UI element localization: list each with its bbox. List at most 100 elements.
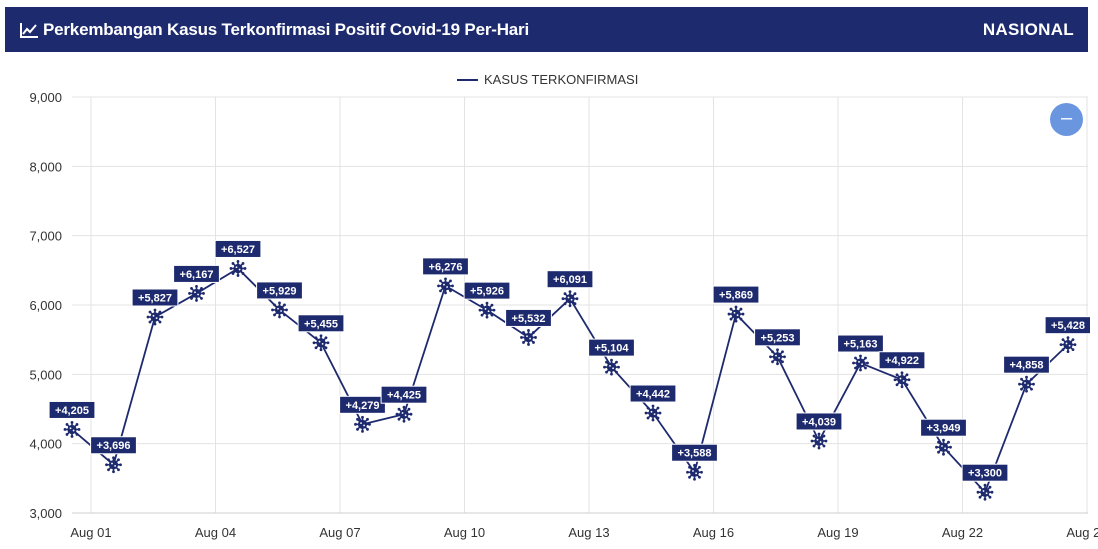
data-label: +4,279 (339, 395, 386, 414)
data-labels: +4,205 +3,696 +5,827 +6,167 +6,527 +5,929 +5,4… (48, 239, 1090, 482)
data-label-box (878, 351, 926, 370)
region-label: NASIONAL (982, 19, 1074, 39)
virus-icon (975, 483, 995, 502)
minus-icon: – (1060, 107, 1073, 129)
virus-icon (62, 420, 82, 439)
data-label-text: +5,253 (761, 332, 795, 344)
line-chart-icon (20, 22, 38, 38)
virus-icon (768, 347, 787, 366)
x-tick-label: Aug 04 (195, 525, 236, 540)
data-label: +5,253 (754, 328, 801, 347)
data-label-text: +4,858 (1010, 360, 1044, 372)
data-label: +4,922 (878, 351, 926, 370)
data-label-text: +4,922 (885, 355, 919, 367)
x-tick-label: Aug 22 (942, 525, 983, 540)
data-label-box (754, 328, 801, 347)
virus-icon (643, 403, 663, 423)
data-label-box (339, 395, 386, 414)
data-label-box (920, 418, 967, 437)
data-label: +3,696 (90, 436, 137, 455)
data-label-box (961, 463, 1009, 482)
virus-icon (809, 431, 829, 451)
data-label: +3,588 (671, 443, 718, 462)
virus-icon (311, 333, 331, 352)
data-label-box (90, 436, 137, 455)
x-tick-label: Aug 25 (1066, 525, 1098, 540)
data-label: +4,858 (1003, 355, 1050, 374)
data-label: +5,926 (463, 281, 511, 300)
x-tick-label: Aug 10 (444, 525, 485, 540)
chart-area: 3,000 4,000 5,000 6,000 7,000 8,000 9,000 Aug 0… (0, 52, 1098, 549)
line-chart: 3,000 4,000 5,000 6,000 7,000 8,000 9,000 Aug 0… (29, 72, 1098, 540)
data-label-text: +6,091 (553, 274, 587, 286)
data-label: +4,205 (48, 400, 96, 419)
data-label: +6,091 (546, 270, 594, 289)
y-tick-label: 4,000 (29, 437, 62, 452)
data-label: +5,428 (1044, 316, 1090, 335)
data-label-text: +5,428 (1051, 320, 1085, 332)
data-label-text: +5,455 (304, 318, 338, 330)
virus-icon (436, 276, 455, 296)
data-label-text: +4,205 (55, 405, 89, 417)
virus-icon (726, 304, 746, 324)
y-tick-label: 7,000 (29, 229, 62, 244)
data-label-text: +5,104 (595, 343, 630, 355)
virus-icon (270, 300, 289, 320)
data-label-box (629, 384, 677, 403)
data-label: +4,425 (380, 385, 428, 404)
data-label-box (546, 270, 594, 289)
data-label: +6,167 (173, 264, 220, 283)
virus-icon (353, 415, 372, 434)
title-wrap: Perkembangan Kasus Terkonfirmasi Positif… (19, 20, 529, 40)
virus-icon (1058, 335, 1078, 354)
data-label-text: +6,167 (180, 269, 214, 281)
virus-icon (477, 300, 497, 320)
data-label: +5,532 (505, 308, 552, 327)
y-tick-label: 6,000 (29, 298, 62, 313)
data-label-box (671, 443, 718, 462)
data-label-text: +5,869 (719, 290, 753, 302)
data-label-text: +4,279 (346, 400, 380, 412)
data-label-box (588, 338, 635, 357)
data-label: +5,455 (297, 314, 345, 333)
data-label: +5,869 (712, 285, 760, 304)
virus-icon (685, 463, 704, 482)
chart-header: Perkembangan Kasus Terkonfirmasi Positif… (5, 7, 1088, 52)
y-tick-label: 5,000 (29, 367, 62, 382)
data-label-box (463, 281, 511, 300)
data-label-text: +3,949 (927, 423, 961, 435)
virus-icon (560, 289, 580, 308)
data-label-text: +6,276 (429, 261, 463, 273)
virus-icon (602, 357, 621, 377)
chart-title: Perkembangan Kasus Terkonfirmasi Positif… (43, 19, 529, 39)
virus-icon (892, 370, 912, 389)
data-label: +6,527 (214, 239, 262, 258)
legend-label: KASUS TERKONFIRMASI (484, 72, 638, 87)
data-label-text: +6,527 (221, 244, 255, 256)
data-label-text: +5,827 (138, 292, 172, 304)
data-label: +5,104 (588, 338, 635, 357)
y-tick-label: 9,000 (29, 90, 62, 105)
data-label-box (837, 334, 884, 353)
data-label-box (131, 288, 179, 307)
data-label: +3,949 (920, 418, 967, 437)
data-label-text: +5,926 (470, 286, 504, 298)
axes: 3,000 4,000 5,000 6,000 7,000 8,000 9,000 Aug 0… (29, 90, 1098, 540)
data-label-box (712, 285, 760, 304)
data-label-text: +5,163 (844, 339, 878, 351)
virus-icon (145, 307, 165, 327)
collapse-button[interactable]: – (1050, 103, 1083, 136)
data-label-text: +5,532 (512, 313, 546, 325)
data-label-box (256, 281, 303, 300)
data-label-text: +4,425 (387, 390, 421, 402)
data-label-box (297, 314, 345, 333)
x-tick-label: Aug 19 (817, 525, 858, 540)
data-label-box (505, 308, 552, 327)
data-label-text: +5,929 (263, 285, 297, 297)
legend: KASUS TERKONFIRMASI (457, 72, 638, 87)
virus-icon (104, 455, 123, 474)
y-tick-label: 3,000 (29, 506, 62, 521)
data-label-box (380, 385, 428, 404)
x-tick-label: Aug 13 (568, 525, 609, 540)
virus-icon (934, 438, 953, 457)
